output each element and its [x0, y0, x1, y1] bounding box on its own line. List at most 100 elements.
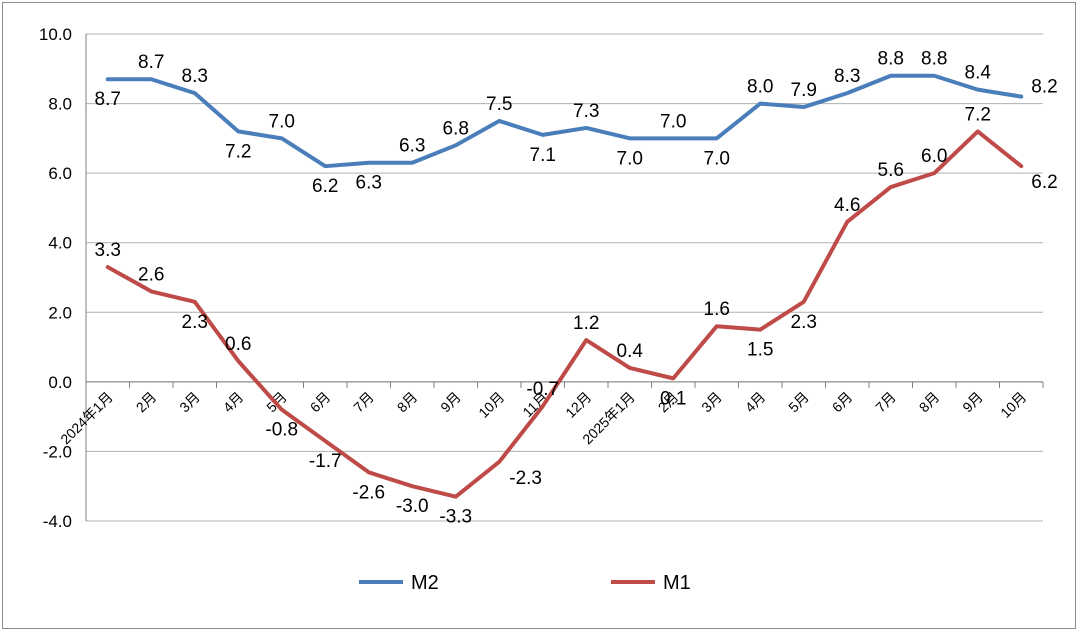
data-point-m2: [106, 78, 109, 81]
data-label-m1: 6.0: [921, 146, 947, 167]
data-point-m2: [846, 92, 849, 94]
data-label-m2: 6.2: [312, 176, 338, 197]
x-tick-label: 7月: [350, 389, 377, 416]
data-label-m2: 8.3: [182, 66, 208, 87]
data-label-m2: 8.8: [878, 49, 904, 70]
x-tick-label: 8月: [916, 389, 943, 416]
data-label-m1: -3.0: [396, 496, 429, 517]
y-tick-label: -4.0: [43, 512, 72, 531]
data-point-m2: [933, 74, 936, 77]
data-point-m1: [802, 301, 805, 303]
data-point-m2: [193, 92, 196, 94]
data-point-m2: [541, 134, 544, 136]
data-label-m1: 2.6: [138, 264, 164, 285]
data-point-m1: [846, 221, 849, 223]
data-label-m2: 7.0: [617, 148, 643, 169]
data-point-m1: [193, 301, 196, 303]
data-label-m2: 8.4: [965, 63, 992, 84]
data-label-m1: 7.2: [965, 104, 991, 125]
data-point-m1: [976, 130, 979, 133]
data-point-m2: [759, 102, 762, 105]
data-label-m2: 7.9: [791, 80, 817, 101]
data-point-m1: [672, 377, 675, 380]
data-label-m2: 7.0: [660, 111, 686, 132]
data-point-m1: [715, 325, 718, 328]
x-tick-label: 9月: [959, 389, 986, 416]
data-point-m2: [1020, 95, 1023, 98]
data-point-m1: [541, 405, 544, 408]
data-label-m1: 1.2: [573, 313, 599, 334]
x-tick-label: 6月: [829, 389, 856, 416]
data-point-m1: [237, 360, 240, 362]
data-label-m2: 8.0: [747, 77, 773, 98]
x-tick-label: 2月: [133, 389, 160, 416]
legend-item-m1: M1: [611, 572, 691, 594]
data-label-m2: 8.7: [138, 52, 164, 73]
series-line-m2: [105, 73, 1024, 169]
data-label-m1: -2.3: [509, 468, 542, 489]
x-tick-label: 9月: [437, 389, 464, 416]
data-label-m1: 3.3: [95, 240, 121, 261]
data-point-m2: [628, 137, 631, 140]
data-label-m2: 7.0: [269, 111, 295, 132]
data-label-m1: -0.7: [526, 379, 559, 400]
x-tick-label: 2024年1月: [57, 389, 116, 448]
data-label-m1: 1.5: [747, 340, 773, 361]
data-label-m1: 6.2: [1031, 172, 1057, 193]
x-tick-label: 7月: [872, 389, 899, 416]
data-point-m2: [889, 74, 892, 77]
data-point-m2: [237, 130, 240, 133]
data-point-m1: [585, 339, 588, 341]
data-point-m1: [454, 495, 457, 498]
data-point-m1: [411, 485, 414, 488]
data-point-m1: [1020, 165, 1023, 167]
y-tick-label: 0.0: [48, 373, 72, 392]
series-line-m1: [105, 129, 1024, 499]
data-point-m2: [150, 78, 153, 81]
data-label-m1: 2.3: [791, 312, 817, 333]
data-label-m2: 7.2: [225, 141, 251, 162]
data-label-m1: -3.3: [439, 507, 472, 528]
data-label-m1: -2.6: [352, 482, 385, 503]
data-point-m2: [672, 137, 675, 140]
data-point-m1: [150, 290, 153, 293]
data-point-m1: [367, 471, 370, 474]
data-label-m1: -1.7: [309, 451, 342, 472]
x-tick-label: 8月: [394, 389, 421, 416]
x-tick-label: 4月: [220, 389, 247, 416]
data-point-m2: [976, 88, 979, 91]
data-label-m2: 8.8: [921, 49, 947, 70]
data-label-m1: 1.6: [704, 299, 730, 320]
x-tick-label: 12月: [562, 389, 594, 421]
x-tick-label: 3月: [176, 389, 203, 416]
data-label-m1: 0.4: [617, 341, 644, 362]
data-label-m2: 7.3: [573, 101, 599, 122]
data-label-m2: 7.5: [486, 94, 512, 115]
y-tick-label: 8.0: [48, 95, 72, 114]
legend-label-m2: M2: [411, 572, 439, 594]
line-chart: -4.0 -2.0 0.0 2.0 4.0 6.0 8.0 10.0 2024年1月 2月 3月 4月…: [39, 25, 1058, 594]
data-point-m2: [280, 137, 283, 140]
x-tick-label: 10月: [475, 389, 507, 421]
data-label-m1: 2.3: [182, 312, 208, 333]
data-point-m2: [802, 106, 805, 108]
data-point-m1: [324, 440, 327, 442]
data-point-m2: [498, 120, 501, 122]
x-tick-label: 6月: [307, 389, 334, 416]
data-point-m1: [933, 172, 936, 174]
data-label-m2: 8.3: [834, 66, 860, 87]
data-point-m2: [715, 137, 718, 140]
data-label-m1: 5.6: [878, 160, 904, 181]
data-point-m1: [106, 266, 109, 268]
data-point-m2: [367, 161, 370, 164]
data-point-m2: [324, 165, 327, 167]
data-label-m2: 7.0: [704, 148, 730, 169]
data-label-m2: 8.2: [1031, 77, 1057, 98]
data-label-m1: 4.6: [834, 195, 860, 216]
data-point-m1: [759, 328, 762, 331]
data-label-m2: 7.1: [530, 145, 556, 166]
legend-item-m2: M2: [359, 572, 439, 594]
x-tick-label: 4月: [742, 389, 769, 416]
data-label-m2: 6.8: [443, 118, 469, 139]
